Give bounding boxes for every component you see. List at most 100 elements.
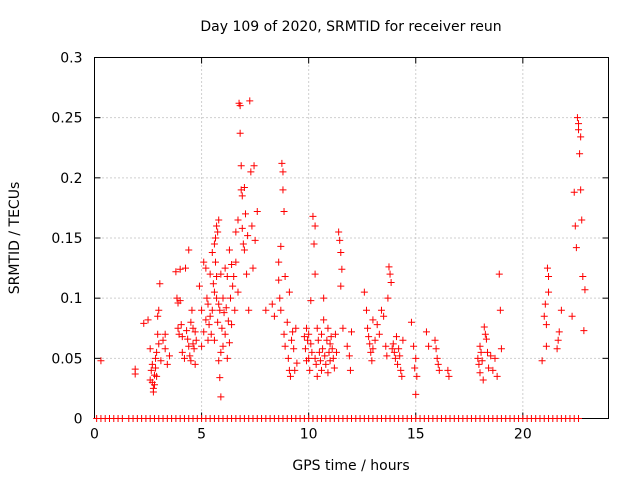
data-point bbox=[303, 324, 311, 332]
data-point bbox=[557, 306, 565, 314]
data-point bbox=[191, 360, 199, 368]
data-point bbox=[174, 324, 182, 332]
data-point bbox=[343, 342, 351, 350]
data-point bbox=[304, 336, 312, 344]
data-point bbox=[231, 306, 239, 314]
data-point bbox=[495, 270, 503, 278]
data-point bbox=[325, 348, 333, 356]
data-point bbox=[290, 345, 298, 353]
data-point bbox=[244, 232, 252, 240]
data-point bbox=[575, 415, 583, 422]
data-point bbox=[581, 286, 589, 294]
data-point bbox=[172, 268, 180, 276]
data-point bbox=[307, 297, 315, 305]
data-point bbox=[153, 372, 161, 380]
y-tick-label: 0.15 bbox=[51, 231, 82, 247]
data-point bbox=[232, 258, 240, 266]
data-point bbox=[433, 354, 441, 362]
data-point bbox=[369, 345, 377, 353]
data-point bbox=[217, 348, 225, 356]
data-point bbox=[475, 360, 483, 368]
data-point bbox=[208, 306, 216, 314]
data-point bbox=[315, 348, 323, 356]
chart-title: Day 109 of 2020, SRMTID for receiver reu… bbox=[200, 19, 501, 35]
x-tick-label: 10 bbox=[300, 427, 318, 443]
data-point bbox=[312, 360, 320, 368]
data-point bbox=[407, 318, 415, 326]
data-point bbox=[311, 354, 319, 362]
data-point bbox=[216, 306, 224, 314]
data-point bbox=[368, 357, 376, 365]
data-point bbox=[394, 360, 402, 368]
data-point bbox=[222, 304, 230, 312]
data-point bbox=[279, 168, 287, 176]
data-point bbox=[210, 336, 218, 344]
data-point bbox=[412, 354, 420, 362]
x-tick-label: 15 bbox=[407, 427, 425, 443]
data-point bbox=[540, 312, 548, 320]
data-point bbox=[476, 369, 484, 377]
data-point bbox=[224, 317, 232, 325]
data-point bbox=[213, 222, 221, 230]
data-point bbox=[308, 348, 316, 356]
data-point bbox=[187, 357, 195, 365]
data-point bbox=[236, 129, 244, 137]
data-point bbox=[152, 364, 160, 372]
data-point bbox=[487, 352, 495, 360]
data-point bbox=[277, 242, 285, 250]
data-point bbox=[182, 264, 190, 272]
data-point bbox=[553, 345, 561, 353]
data-point bbox=[387, 279, 395, 287]
data-point bbox=[335, 228, 343, 236]
data-point bbox=[192, 336, 200, 344]
data-point bbox=[578, 216, 586, 224]
data-point bbox=[220, 309, 228, 317]
data-point bbox=[322, 360, 330, 368]
data-point bbox=[399, 336, 407, 344]
data-point bbox=[422, 328, 430, 336]
data-point bbox=[188, 306, 196, 314]
data-point bbox=[149, 388, 157, 396]
data-point bbox=[234, 288, 242, 296]
data-point bbox=[496, 306, 504, 314]
data-point bbox=[216, 374, 224, 382]
data-point bbox=[205, 321, 213, 329]
y-tick-label: 0.2 bbox=[60, 171, 82, 187]
data-point bbox=[283, 318, 291, 326]
data-point bbox=[324, 324, 332, 332]
data-point bbox=[377, 306, 385, 314]
data-point bbox=[228, 260, 236, 268]
data-point bbox=[218, 324, 226, 332]
data-point bbox=[245, 306, 253, 314]
data-point bbox=[392, 333, 400, 341]
data-point bbox=[326, 340, 334, 348]
data-point bbox=[165, 352, 173, 360]
data-point bbox=[161, 345, 169, 353]
data-point bbox=[330, 364, 338, 372]
data-point bbox=[577, 186, 585, 194]
data-point bbox=[185, 342, 193, 350]
data-point bbox=[241, 210, 249, 218]
data-point bbox=[202, 264, 210, 272]
data-point bbox=[390, 348, 398, 356]
data-point bbox=[146, 345, 154, 353]
data-point bbox=[159, 336, 167, 344]
data-point bbox=[278, 159, 286, 167]
data-point bbox=[204, 336, 212, 344]
data-point bbox=[320, 294, 328, 302]
data-point bbox=[412, 390, 420, 398]
data-point bbox=[324, 369, 332, 377]
data-point bbox=[189, 324, 197, 332]
data-point bbox=[215, 216, 223, 224]
data-point bbox=[228, 321, 236, 329]
data-point bbox=[225, 246, 233, 254]
data-point bbox=[204, 300, 212, 308]
data-point bbox=[543, 264, 551, 272]
data-point bbox=[268, 300, 276, 308]
data-point bbox=[183, 327, 191, 335]
data-point bbox=[238, 224, 246, 232]
data-point bbox=[277, 306, 285, 314]
data-point bbox=[316, 357, 324, 365]
data-point bbox=[281, 273, 289, 281]
